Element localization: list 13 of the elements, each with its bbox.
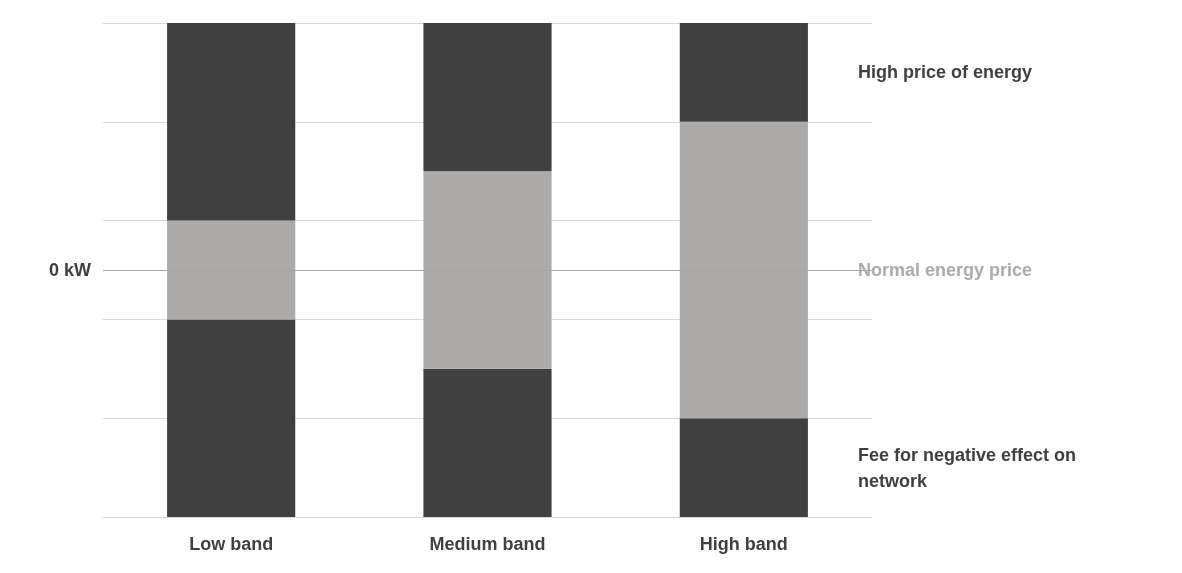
x-tick-label: Low band bbox=[189, 534, 274, 554]
bar bbox=[423, 368, 552, 517]
text: Fee for negative effect on network bbox=[857, 444, 1081, 491]
ref-line-label: 0 kW bbox=[48, 260, 92, 280]
bar bbox=[679, 23, 808, 122]
bar bbox=[423, 23, 552, 172]
text: High price of energy bbox=[857, 62, 1032, 83]
x-tick-label: Medium band bbox=[429, 534, 546, 554]
bar bbox=[167, 319, 296, 517]
bar bbox=[679, 418, 808, 517]
bar bbox=[167, 23, 296, 221]
text: Normal energy price bbox=[857, 260, 1032, 280]
x-tick-label: High band bbox=[699, 534, 788, 554]
